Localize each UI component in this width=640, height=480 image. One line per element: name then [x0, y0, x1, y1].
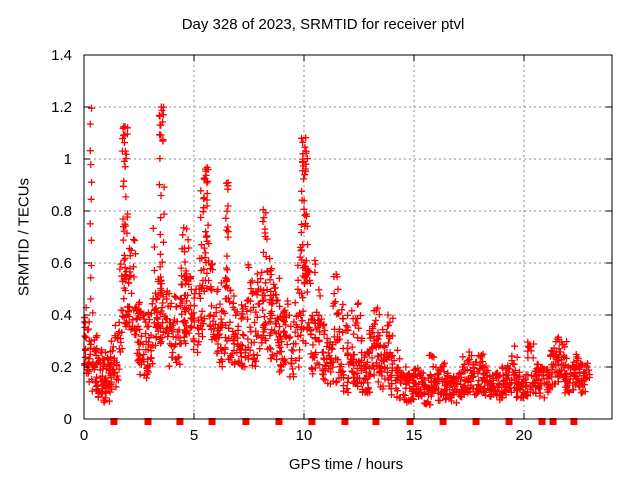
event-marker-square [110, 418, 118, 425]
y-tick-label: 0.8 [51, 203, 72, 220]
y-tick-label: 1 [64, 151, 72, 168]
gridlines [84, 55, 612, 419]
x-tick-label: 20 [516, 427, 533, 444]
event-marker-square [406, 418, 414, 425]
event-marker-square [242, 418, 250, 425]
x-axis-label: GPS time / hours [288, 456, 404, 473]
y-tick-label: 0.6 [51, 255, 72, 272]
event-marker-square [308, 418, 316, 425]
event-marker-square [549, 418, 557, 425]
event-marker-square [538, 418, 546, 425]
srmtid-points [81, 103, 594, 409]
event-marker-square [208, 418, 216, 425]
event-marker-square [570, 418, 578, 425]
y-tick-label: 0 [64, 411, 72, 428]
x-tick-label: 10 [296, 427, 313, 444]
event-marker-square [472, 418, 480, 425]
event-marker-square [341, 418, 349, 425]
y-tick-label: 1.4 [51, 47, 72, 64]
y-tick-label: 1.2 [51, 99, 72, 116]
y-tick-label: 0.2 [51, 359, 72, 376]
x-tick-label: 0 [80, 427, 88, 444]
chart-title: Day 328 of 2023, SRMTID for receiver ptv… [181, 16, 465, 33]
axes-frame [83, 54, 613, 420]
y-tick-label: 0.4 [51, 307, 72, 324]
event-marker-square [505, 418, 513, 425]
baseline-event-markers [110, 418, 578, 425]
scatter-points [81, 103, 594, 425]
x-tick-label: 15 [406, 427, 423, 444]
tick-labels: 0 0.2 0.4 0.6 0.8 1 1.2 1.4 0 5 10 15 20 [51, 47, 532, 444]
event-marker-square [372, 418, 380, 425]
x-tick-label: 5 [190, 427, 198, 444]
event-marker-square [176, 418, 184, 425]
event-marker-square [144, 418, 152, 425]
event-marker-square [439, 418, 447, 425]
event-marker-square [275, 418, 283, 425]
